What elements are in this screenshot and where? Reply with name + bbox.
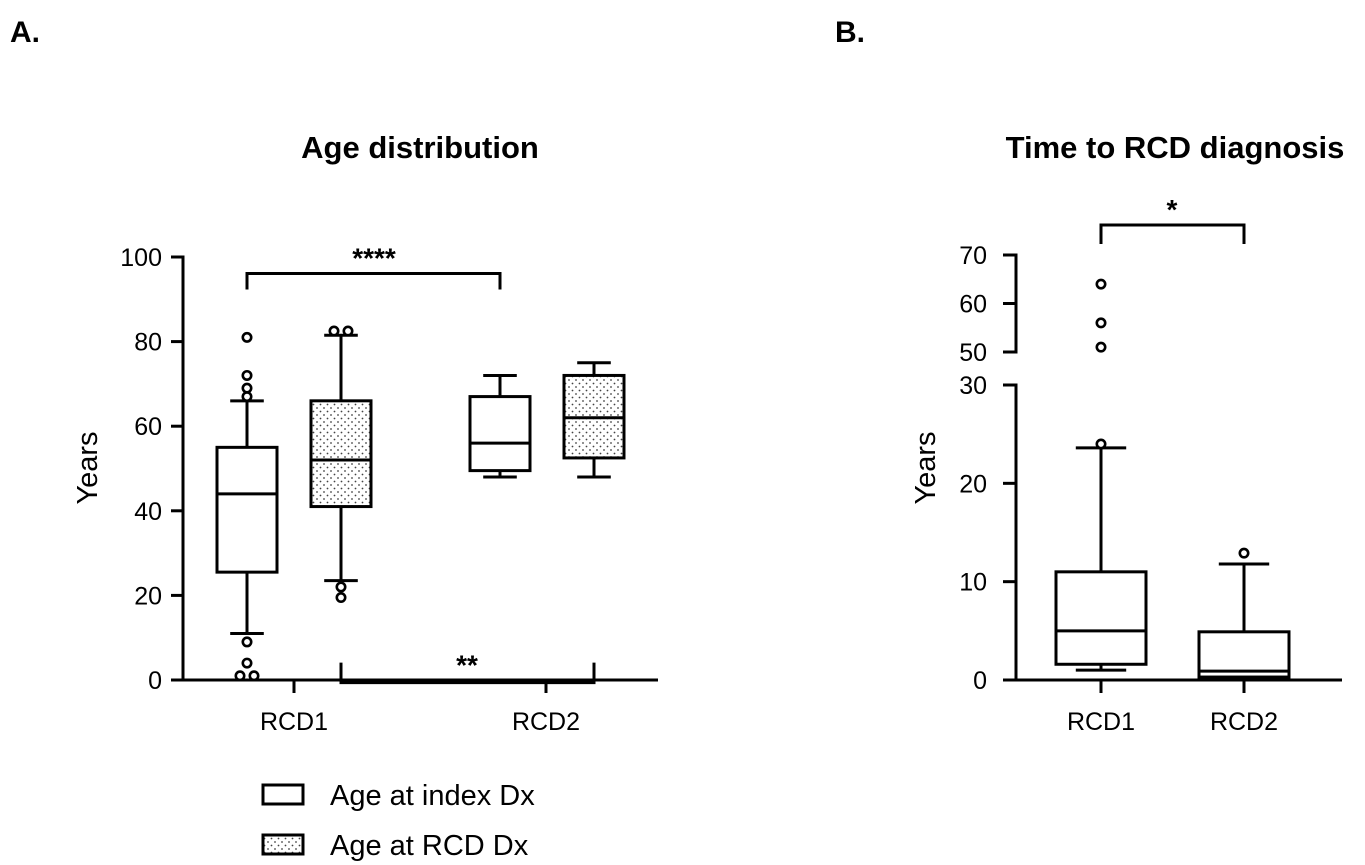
y-tick-label-80: 80 bbox=[134, 329, 162, 357]
chart-a-axes: 0 20 40 60 80 100 RCD1 RCD2 bbox=[120, 244, 658, 736]
a-index-dx-rcd1-outlier bbox=[248, 670, 260, 682]
y-tick-label-60: 60 bbox=[134, 413, 162, 441]
y-tick-label-100: 100 bbox=[120, 244, 162, 272]
chart-b-title: Time to RCD diagnosis bbox=[1006, 130, 1345, 165]
b-rcd1-outlier bbox=[1095, 438, 1107, 450]
x-tick-label-rcd2: RCD2 bbox=[512, 708, 580, 736]
a-rcd-dx-rcd1-outlier bbox=[335, 581, 347, 593]
chart-time-to-rcd-diagnosis: Time to RCD diagnosis Years 0 10 20 30 50 60 7… bbox=[910, 130, 1344, 736]
b-rcd1-outlier bbox=[1095, 341, 1107, 353]
a-rcd-dx-rcd1-outlier bbox=[342, 325, 354, 337]
a-rcd-dx-rcd1-outlier bbox=[335, 592, 347, 604]
bracket-rcd1-vs-rcd2 bbox=[1099, 223, 1246, 244]
legend-label-index-dx: Age at index Dx bbox=[330, 780, 535, 812]
panel-b-label: B. bbox=[835, 16, 865, 49]
a-index-dx-rcd1-outlier bbox=[241, 369, 253, 381]
chart-a-y-axis-label: Years bbox=[72, 431, 104, 504]
a-index-dx-rcd1-box bbox=[215, 445, 279, 574]
a-index-dx-rcd2-box bbox=[468, 395, 532, 473]
y-tick-label-70: 70 bbox=[959, 242, 987, 270]
y-tick-label-20: 20 bbox=[959, 470, 987, 498]
significance-label: * bbox=[1167, 194, 1178, 225]
y-tick-label-10: 10 bbox=[959, 569, 987, 597]
chart-b-y-axis-label: Years bbox=[910, 431, 942, 504]
a-index-dx-rcd1-outlier bbox=[241, 636, 253, 648]
chart-a-marks: ****** bbox=[215, 242, 626, 685]
a-index-dx-rcd1-outlier bbox=[241, 382, 253, 394]
chart-b-axes: 0 10 20 30 50 60 70 RCD1 RCD2 bbox=[959, 242, 1342, 736]
bracket-rcd1-vs-rcd2-rcd-dx bbox=[339, 662, 596, 685]
b-rcd2-box bbox=[1197, 630, 1291, 679]
chart-a-title: Age distribution bbox=[301, 130, 539, 165]
x-tick-label-rcd1: RCD1 bbox=[260, 708, 328, 736]
y-tick-label-0: 0 bbox=[973, 667, 987, 695]
a-index-dx-rcd1-outlier bbox=[241, 657, 253, 669]
a-rcd-dx-rcd1-outlier bbox=[328, 325, 340, 337]
y-tick-label-40: 40 bbox=[134, 498, 162, 526]
significance-label: **** bbox=[352, 242, 396, 273]
bracket-rcd1-vs-rcd2-index bbox=[245, 271, 502, 290]
legend-swatch-dotted bbox=[261, 833, 305, 856]
y-tick-label-30: 30 bbox=[959, 372, 987, 400]
y-tick-label-60: 60 bbox=[959, 291, 987, 319]
b-rcd1-outlier bbox=[1095, 317, 1107, 329]
a-index-dx-rcd1-outlier bbox=[241, 391, 253, 403]
a-index-dx-rcd1-outlier bbox=[234, 670, 246, 682]
x-tick-label-rcd2: RCD2 bbox=[1210, 708, 1278, 736]
panel-a-label: A. bbox=[10, 16, 40, 49]
chart-b-marks: * bbox=[1054, 194, 1291, 680]
legend-label-rcd-dx: Age at RCD Dx bbox=[330, 830, 529, 862]
x-tick-label-rcd1: RCD1 bbox=[1067, 708, 1135, 736]
legend: Age at index Dx Age at RCD Dx bbox=[261, 780, 535, 862]
b-rcd2-outlier bbox=[1238, 547, 1250, 559]
y-tick-label-20: 20 bbox=[134, 582, 162, 610]
a-rcd-dx-rcd1-box bbox=[309, 399, 373, 509]
b-rcd1-box bbox=[1054, 570, 1148, 666]
y-tick-label-0: 0 bbox=[148, 667, 162, 695]
y-tick-label-50: 50 bbox=[959, 339, 987, 367]
chart-age-distribution: Age distribution Years 0 20 40 60 80 100 RCD1 R… bbox=[72, 130, 658, 736]
a-index-dx-rcd1-outlier bbox=[241, 331, 253, 343]
significance-label: ** bbox=[456, 650, 478, 681]
legend-swatch-open bbox=[261, 783, 305, 806]
b-rcd1-outlier bbox=[1095, 278, 1107, 290]
